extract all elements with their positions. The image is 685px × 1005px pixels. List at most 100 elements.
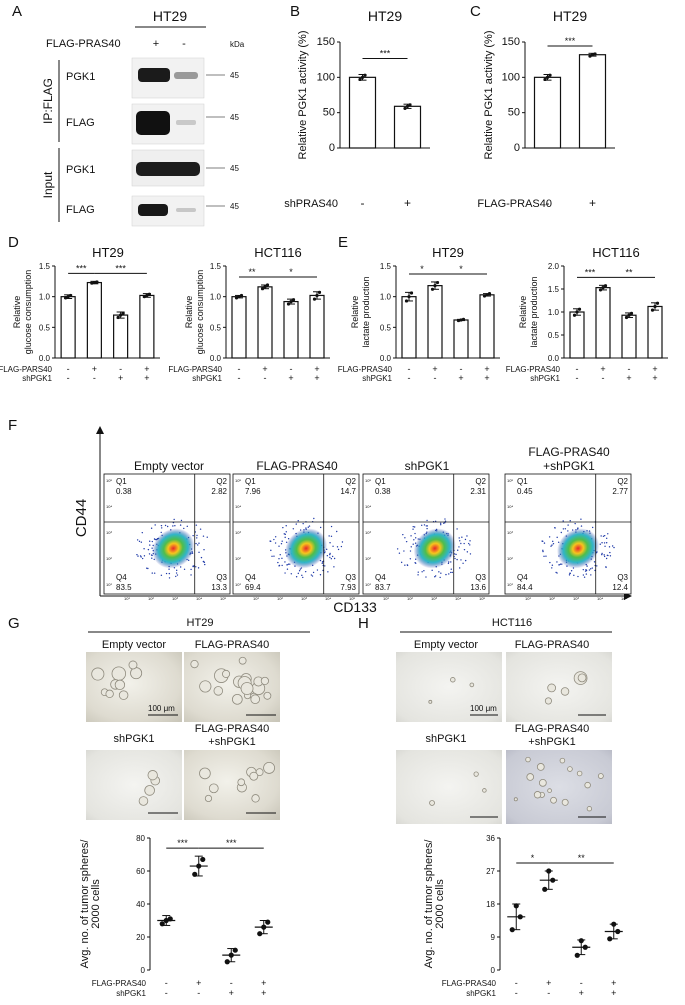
g-ytick-label: 40 (136, 900, 145, 909)
flow-event (554, 527, 556, 529)
flow-event (551, 564, 554, 566)
flow-xtick-label: 10³ (431, 596, 437, 601)
c-point (543, 77, 547, 82)
h-row-sign: + (611, 978, 616, 988)
h-point (611, 921, 617, 927)
d1-ytick-label: 1.5 (39, 262, 51, 271)
g-cell-line: HT29 (187, 617, 214, 629)
flow-event (295, 576, 298, 578)
flow-q3-name: Q3 (216, 573, 227, 582)
tumor-sphere (544, 697, 552, 705)
g-micrograph-combo (184, 750, 280, 820)
e1-row-sign: - (408, 373, 411, 383)
flow-event (190, 568, 192, 571)
flow-event (444, 520, 447, 522)
flow-ytick-label: 10¹ (507, 582, 513, 587)
h-ylabel: Avg. no. of tumor spheres/2000 cells (423, 839, 446, 969)
flow-ytick-label: 10⁵ (365, 478, 371, 483)
flow-event (560, 531, 562, 534)
tumor-sphere (526, 773, 535, 781)
flow-event (559, 563, 562, 565)
flow-event (168, 568, 170, 570)
flow-event (153, 572, 156, 574)
c-ytick-label: 0 (514, 142, 520, 154)
flow-event (140, 541, 143, 543)
c-sig-label: *** (565, 36, 576, 46)
flow-event (311, 575, 314, 577)
g-row-sign: - (197, 988, 200, 998)
flow-event (469, 540, 471, 542)
e1-bar (453, 319, 469, 359)
panel-f: F CD44 CD133 Empty vector FLAG-PRAS40 sh… (8, 417, 632, 615)
flow-event (298, 570, 301, 572)
flow-event (180, 519, 183, 522)
flow-event (574, 522, 576, 525)
flow-event (175, 569, 178, 572)
flow-event (301, 574, 303, 577)
flow-event (149, 544, 151, 546)
flow-event (206, 536, 208, 538)
e1-sig-label: * (459, 264, 463, 274)
flow-event (463, 548, 466, 551)
g-ytick-label: 80 (136, 834, 145, 843)
flow-event (455, 553, 457, 556)
d2-row-sign: + (314, 364, 319, 374)
flow-event (423, 524, 426, 526)
g-ylabel-line: Avg. no. of tumor spheres/ (79, 839, 91, 969)
flow-event (179, 566, 182, 568)
d1-ytick-label: 0.5 (39, 323, 51, 332)
e1-point (404, 299, 409, 303)
band-ip-pgk1-lane1 (138, 68, 170, 82)
e2-point (598, 288, 603, 292)
flow-density-core (413, 528, 456, 569)
flow-event (603, 542, 606, 544)
marker-2: 45 (230, 113, 239, 122)
tumor-sphere (249, 771, 259, 781)
flow-event (328, 535, 330, 537)
flow-event (607, 554, 609, 557)
flow-event (426, 519, 428, 522)
flow-ytick-label: 10⁴ (235, 504, 241, 509)
flow-event (337, 548, 340, 551)
flow-xtick-label: 10² (407, 596, 413, 601)
flow-q3-name: Q3 (475, 573, 486, 582)
c-ylabel: Relative PGK1 activity (%) (483, 31, 495, 160)
tumor-sphere (213, 686, 224, 696)
d2-row-sign: + (314, 373, 319, 383)
panel-a-cell-line: HT29 (153, 8, 187, 24)
flow-event (341, 541, 344, 543)
d2-row-sign: + (288, 373, 293, 383)
flow-event (413, 526, 416, 528)
b-ylabel-line: Relative PGK1 activity (%) (297, 31, 309, 160)
e2-point (601, 286, 605, 290)
flow-event (299, 568, 302, 570)
flow-event (417, 571, 419, 573)
tumor-sphere (538, 778, 547, 787)
h-row-label: shPGK1 (466, 989, 496, 998)
flow-event (143, 548, 145, 550)
e2-bar (595, 287, 611, 359)
tumor-sphere (208, 783, 219, 794)
h-sig-label: * (531, 853, 535, 863)
h-ytick-label: 9 (491, 933, 496, 942)
flow-event (414, 532, 416, 535)
flow-q1-value: 7.96 (245, 487, 261, 496)
d1-ylabel-line: glucose consumption (23, 270, 33, 355)
f-y-arrowhead (96, 426, 104, 434)
e1-row-sign: + (458, 373, 463, 383)
flow-event (439, 522, 442, 525)
e1-bar (427, 285, 443, 359)
g-title-combo-line1: FLAG-PRAS40 (195, 723, 270, 735)
flow-event (462, 562, 464, 565)
flow-event (460, 542, 462, 545)
flow-event (136, 539, 139, 541)
c-point (593, 52, 597, 56)
flow-event (333, 566, 335, 568)
tumor-sphere (105, 689, 114, 699)
flow-event (284, 561, 286, 563)
flow-event (340, 545, 343, 548)
c-point (588, 54, 592, 58)
flow-xtick-label: 10² (148, 596, 154, 601)
tumor-sphere (190, 659, 199, 669)
